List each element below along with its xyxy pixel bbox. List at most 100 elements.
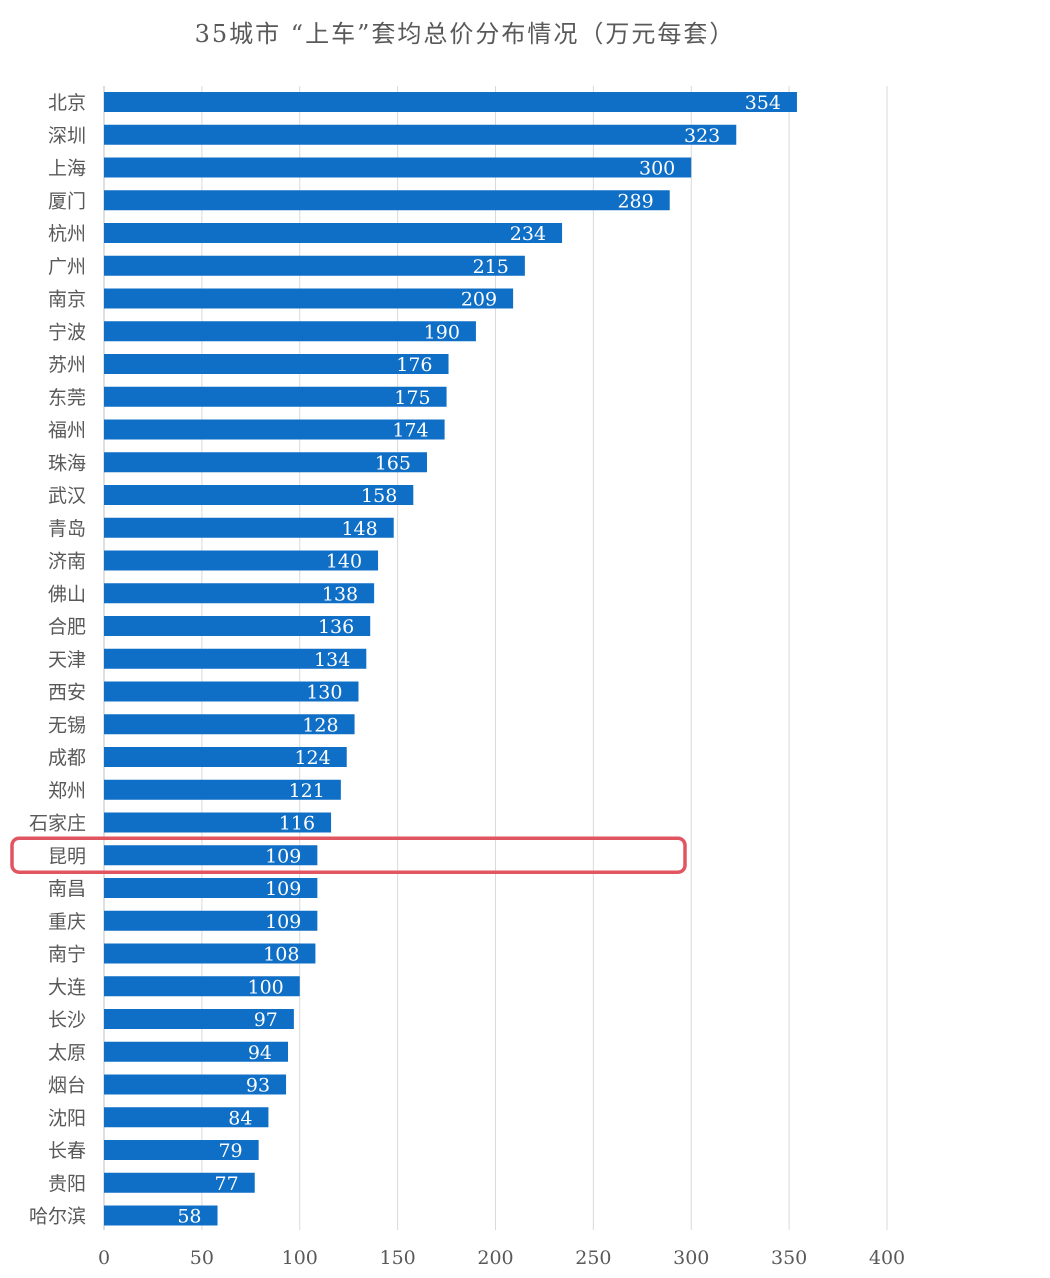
data-label: 174 (392, 420, 428, 442)
data-label: 130 (306, 682, 342, 704)
highlight-layer (10, 836, 687, 874)
chart-title: 35城市 “上车”套均总价分布情况（万元每套） (194, 20, 736, 48)
bar (104, 747, 347, 767)
data-label: 323 (684, 125, 720, 147)
category-label: 南京 (48, 289, 86, 311)
bar (104, 452, 427, 473)
category-label: 福州 (48, 420, 86, 442)
category-label: 南宁 (48, 944, 86, 966)
bar (104, 321, 476, 342)
category-label: 武汉 (48, 485, 86, 507)
category-label: 成都 (48, 747, 86, 769)
category-label: 无锡 (48, 714, 86, 736)
data-label: 354 (745, 92, 781, 114)
x-tick-label: 350 (771, 1247, 807, 1269)
bar (104, 1041, 289, 1062)
category-label: 宁波 (48, 321, 86, 343)
data-label: 108 (263, 944, 299, 966)
category-label: 佛山 (48, 583, 86, 605)
category-labels: 北京深圳上海厦门杭州广州南京宁波苏州东莞福州珠海武汉青岛济南佛山合肥天津西安无锡… (29, 92, 86, 1228)
data-label: 215 (473, 256, 509, 278)
category-label: 沈阳 (48, 1107, 86, 1129)
bar (104, 223, 563, 243)
data-label: 100 (247, 976, 283, 998)
bar (104, 1074, 287, 1095)
bar (104, 386, 447, 407)
category-label: 合肥 (48, 616, 86, 638)
data-label: 176 (396, 354, 432, 376)
x-tick-label: 400 (869, 1247, 905, 1269)
bar (104, 157, 692, 178)
category-label: 北京 (48, 92, 86, 114)
category-label: 南昌 (48, 878, 86, 900)
bar (104, 681, 359, 702)
category-label: 西安 (48, 682, 86, 704)
bar (104, 1009, 294, 1029)
category-label: 苏州 (48, 354, 86, 376)
category-label: 杭州 (48, 223, 86, 245)
x-tick-label: 250 (575, 1247, 611, 1269)
bar (104, 354, 449, 374)
bar (104, 976, 300, 997)
data-label: 94 (248, 1042, 272, 1064)
data-label: 58 (177, 1206, 201, 1228)
bar (104, 550, 379, 571)
x-axis-ticks: 0 50 100 150 200 250 300 350 400 (98, 1247, 905, 1269)
category-label: 石家庄 (29, 813, 86, 835)
bar (104, 910, 318, 931)
data-label: 140 (326, 551, 362, 573)
data-label: 138 (322, 583, 358, 605)
data-label: 93 (246, 1075, 270, 1097)
bar (104, 616, 371, 636)
category-label: 大连 (48, 976, 86, 998)
bar (104, 124, 737, 145)
data-label: 209 (461, 289, 497, 311)
data-label: 134 (314, 649, 350, 671)
data-label: 190 (424, 321, 460, 343)
bar (104, 714, 355, 735)
bar (104, 485, 414, 505)
data-label: 124 (294, 747, 330, 769)
data-label: 136 (318, 616, 354, 638)
data-label: 175 (394, 387, 430, 409)
category-label: 哈尔滨 (29, 1206, 86, 1228)
x-tick-label: 300 (673, 1247, 709, 1269)
bar (104, 1205, 218, 1226)
category-label: 烟台 (48, 1075, 86, 1097)
data-label: 234 (510, 223, 546, 245)
data-label: 289 (617, 190, 653, 212)
bar (104, 583, 375, 604)
category-label: 天津 (48, 649, 86, 671)
x-tick-label: 50 (190, 1247, 214, 1269)
category-label: 太原 (48, 1042, 86, 1064)
bar (104, 779, 341, 800)
category-label: 上海 (48, 158, 86, 180)
category-label: 长春 (48, 1140, 86, 1162)
data-label: 121 (289, 780, 325, 802)
bar (104, 1107, 269, 1128)
bar (104, 1140, 259, 1160)
data-label: 158 (361, 485, 397, 507)
bar (104, 648, 367, 669)
data-label: 84 (228, 1107, 252, 1129)
bar (104, 517, 394, 538)
category-label: 东莞 (48, 387, 86, 409)
category-label: 长沙 (48, 1009, 86, 1031)
category-label: 贵阳 (48, 1173, 86, 1195)
data-label: 116 (279, 813, 315, 835)
highlight-box (10, 836, 687, 874)
data-label: 128 (302, 714, 338, 736)
bar (104, 845, 318, 866)
category-label: 济南 (48, 551, 86, 573)
bar (104, 190, 670, 211)
category-label: 青岛 (48, 518, 86, 540)
bar (104, 92, 797, 112)
data-label: 165 (375, 452, 411, 474)
data-label: 77 (215, 1173, 239, 1195)
bar (104, 1172, 255, 1193)
data-label: 148 (341, 518, 377, 540)
data-label: 300 (639, 158, 675, 180)
data-label: 79 (218, 1140, 242, 1162)
